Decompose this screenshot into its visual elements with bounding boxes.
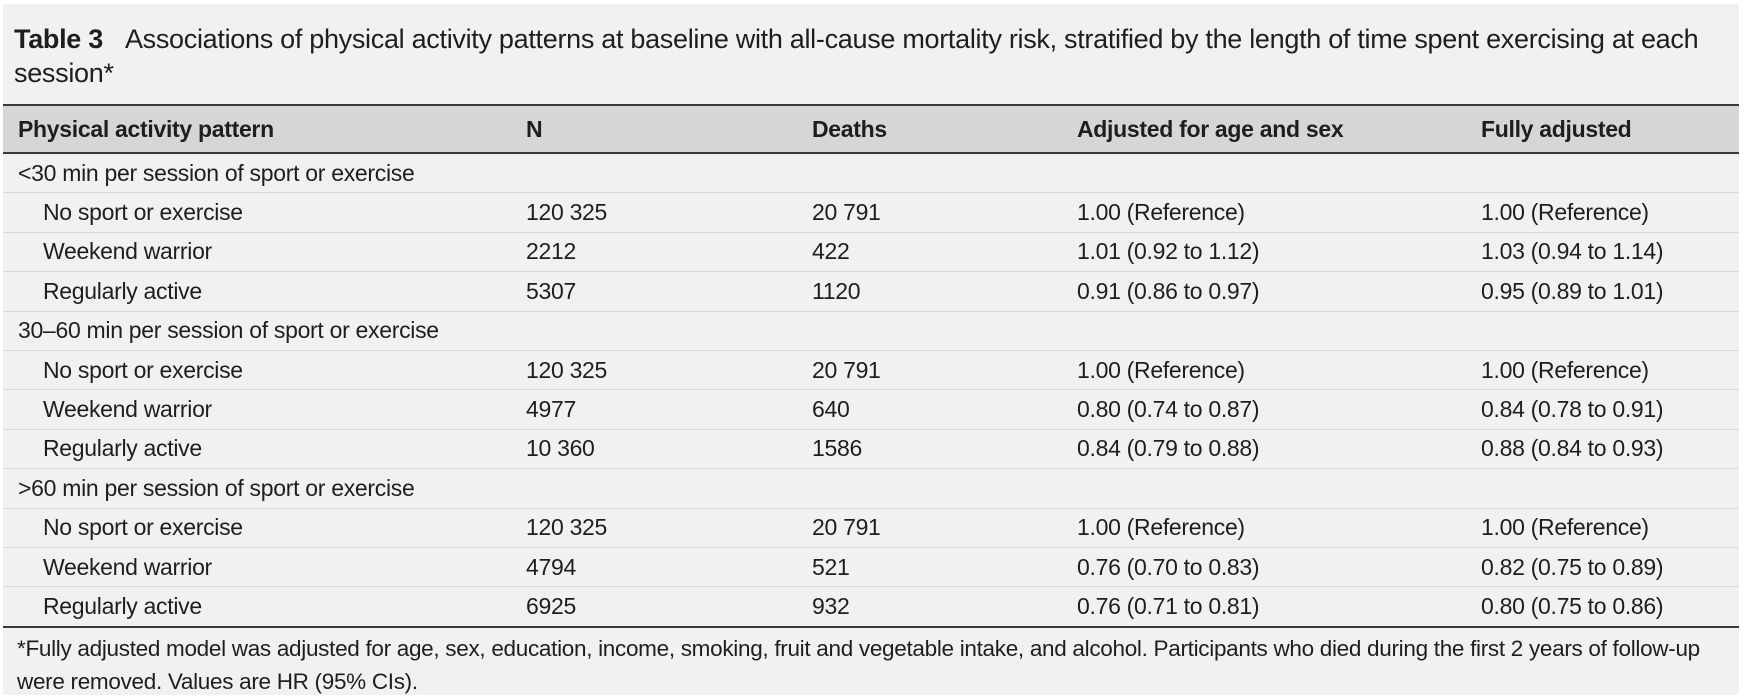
cell-n: 10 360 xyxy=(526,429,812,470)
cell-n: 4977 xyxy=(526,389,812,430)
cell-age-sex: 0.84 (0.79 to 0.88) xyxy=(1077,429,1481,470)
table-row: No sport or exercise 120 325 20 791 1.00… xyxy=(3,350,1739,391)
cell-age-sex: 0.80 (0.74 to 0.87) xyxy=(1077,389,1481,430)
cell-fully-adjusted: 0.88 (0.84 to 0.93) xyxy=(1481,429,1739,470)
cell-pattern: No sport or exercise xyxy=(3,350,526,391)
col-header-fully-adjusted: Fully adjusted xyxy=(1481,104,1739,154)
col-header-age-sex-adjusted: Adjusted for age and sex xyxy=(1077,104,1481,154)
table-row: No sport or exercise 120 325 20 791 1.00… xyxy=(3,192,1739,233)
cell-n: 6925 xyxy=(526,586,812,628)
cell-n: 4794 xyxy=(526,547,812,588)
table-caption: Table 3 Associations of physical activity… xyxy=(14,22,1724,90)
cell-deaths: 932 xyxy=(812,586,1077,628)
cell-n: 120 325 xyxy=(526,192,812,233)
cell-deaths: 1120 xyxy=(812,271,1077,312)
table-row: Regularly active 10 360 1586 0.84 (0.79 … xyxy=(3,429,1739,470)
cell-deaths: 20 791 xyxy=(812,508,1077,548)
cell-pattern: Regularly active xyxy=(3,271,526,312)
table-row: Regularly active 5307 1120 0.91 (0.86 to… xyxy=(3,271,1739,312)
cell-fully-adjusted: 0.82 (0.75 to 0.89) xyxy=(1481,547,1739,588)
cell-deaths: 1586 xyxy=(812,429,1077,470)
cell-age-sex: 0.76 (0.71 to 0.81) xyxy=(1077,586,1481,628)
table-footnote: *Fully adjusted model was adjusted for a… xyxy=(17,636,1700,694)
table-label: Table 3 xyxy=(14,24,103,54)
group-label: 30–60 min per session of sport or exerci… xyxy=(3,311,1739,351)
cell-fully-adjusted: 1.00 (Reference) xyxy=(1481,508,1739,548)
cell-fully-adjusted: 1.03 (0.94 to 1.14) xyxy=(1481,232,1739,273)
results-table: Physical activity pattern N Deaths Adjus… xyxy=(3,104,1739,628)
cell-fully-adjusted: 0.95 (0.89 to 1.01) xyxy=(1481,271,1739,312)
table-row: Weekend warrior 2212 422 1.01 (0.92 to 1… xyxy=(3,232,1739,273)
cell-fully-adjusted: 0.84 (0.78 to 0.91) xyxy=(1481,389,1739,430)
group-label: >60 min per session of sport or exercise xyxy=(3,468,1739,509)
cell-n: 2212 xyxy=(526,232,812,273)
cell-pattern: Weekend warrior xyxy=(3,389,526,430)
cell-age-sex: 1.00 (Reference) xyxy=(1077,508,1481,548)
table-row: No sport or exercise 120 325 20 791 1.00… xyxy=(3,508,1739,548)
group-row: >60 min per session of sport or exercise xyxy=(3,468,1739,509)
cell-age-sex: 0.76 (0.70 to 0.83) xyxy=(1077,547,1481,588)
table-row: Weekend warrior 4794 521 0.76 (0.70 to 0… xyxy=(3,547,1739,588)
cell-pattern: No sport or exercise xyxy=(3,508,526,548)
cell-age-sex: 1.00 (Reference) xyxy=(1077,192,1481,233)
cell-pattern: Regularly active xyxy=(3,586,526,628)
col-header-deaths: Deaths xyxy=(812,104,1077,154)
cell-deaths: 521 xyxy=(812,547,1077,588)
cell-age-sex: 1.00 (Reference) xyxy=(1077,350,1481,391)
cell-pattern: Regularly active xyxy=(3,429,526,470)
cell-n: 120 325 xyxy=(526,350,812,391)
cell-pattern: Weekend warrior xyxy=(3,232,526,273)
cell-age-sex: 1.01 (0.92 to 1.12) xyxy=(1077,232,1481,273)
table-row: Regularly active 6925 932 0.76 (0.71 to … xyxy=(3,586,1739,628)
cell-pattern: Weekend warrior xyxy=(3,547,526,588)
header-row: Physical activity pattern N Deaths Adjus… xyxy=(3,104,1739,154)
cell-deaths: 422 xyxy=(812,232,1077,273)
col-header-n: N xyxy=(526,104,812,154)
col-header-pattern: Physical activity pattern xyxy=(3,104,526,154)
cell-pattern: No sport or exercise xyxy=(3,192,526,233)
group-label: <30 min per session of sport or exercise xyxy=(3,153,1739,194)
cell-deaths: 20 791 xyxy=(812,192,1077,233)
cell-fully-adjusted: 1.00 (Reference) xyxy=(1481,192,1739,233)
cell-fully-adjusted: 1.00 (Reference) xyxy=(1481,350,1739,391)
cell-n: 120 325 xyxy=(526,508,812,548)
group-row: <30 min per session of sport or exercise xyxy=(3,153,1739,194)
cell-age-sex: 0.91 (0.86 to 0.97) xyxy=(1077,271,1481,312)
group-row: 30–60 min per session of sport or exerci… xyxy=(3,311,1739,351)
cell-fully-adjusted: 0.80 (0.75 to 0.86) xyxy=(1481,586,1739,628)
cell-deaths: 20 791 xyxy=(812,350,1077,391)
table-title: Associations of physical activity patter… xyxy=(14,24,1699,88)
cell-n: 5307 xyxy=(526,271,812,312)
cell-deaths: 640 xyxy=(812,389,1077,430)
table-row: Weekend warrior 4977 640 0.80 (0.74 to 0… xyxy=(3,389,1739,430)
